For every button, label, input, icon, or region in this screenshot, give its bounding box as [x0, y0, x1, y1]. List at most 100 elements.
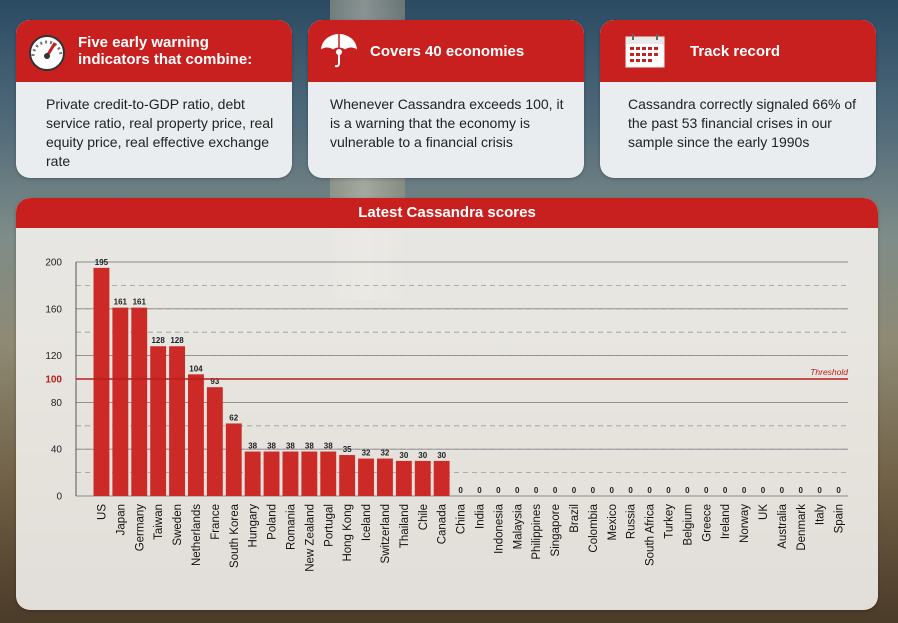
- y-tick-label: 80: [51, 398, 63, 409]
- card-body: Whenever Cassandra exceeds 100, it is a …: [330, 96, 564, 150]
- bar: [414, 460, 431, 496]
- bar-value-label: 0: [685, 486, 690, 495]
- bar-value-label: 0: [836, 486, 841, 495]
- category-label: India: [474, 503, 486, 529]
- category-label: Hungary: [248, 504, 260, 548]
- umbrella-icon: [308, 20, 370, 82]
- bar: [225, 423, 242, 496]
- bar-value-label: 38: [286, 442, 295, 451]
- bar-value-label: 0: [817, 486, 822, 495]
- calendar-icon: [600, 20, 690, 82]
- bar-value-label: 104: [189, 364, 203, 373]
- bar-value-label: 30: [399, 451, 408, 460]
- card-header: Covers 40 economies: [308, 20, 584, 82]
- bar-value-label: 0: [572, 486, 577, 495]
- bar-value-label: 0: [742, 486, 747, 495]
- category-label: Colombia: [588, 503, 600, 552]
- bar-value-label: 0: [761, 486, 766, 495]
- threshold-label: Threshold: [810, 367, 848, 377]
- bar-value-label: 128: [170, 336, 184, 345]
- y-tick-label: 200: [45, 258, 62, 269]
- category-label: Taiwan: [153, 504, 165, 540]
- card-title: Covers 40 economies: [370, 43, 524, 60]
- bar-value-label: 0: [628, 486, 633, 495]
- category-label: Russia: [626, 503, 638, 539]
- category-label: UK: [758, 504, 770, 520]
- bar-value-label: 0: [666, 486, 671, 495]
- category-label: Ireland: [720, 504, 732, 539]
- category-label: Norway: [739, 504, 751, 543]
- bar: [93, 267, 110, 496]
- card-header: Track record: [600, 20, 876, 82]
- card-body: Private credit-to-GDP ratio, debt servic…: [46, 96, 274, 169]
- bar-value-label: 32: [362, 449, 371, 458]
- card-title-line: Track record: [690, 42, 781, 60]
- chart-panel: Latest Cassandra scores 0 40 80 100 120 160 20…: [16, 198, 878, 610]
- bar-value-label: 0: [610, 486, 615, 495]
- card-body: Cassandra correctly signaled 66% of the …: [628, 96, 857, 150]
- category-label: Belgium: [682, 504, 694, 546]
- category-label: Poland: [267, 504, 279, 540]
- category-label: France: [210, 504, 222, 540]
- bar-value-label: 161: [133, 298, 147, 307]
- bar: [395, 460, 412, 496]
- y-tick-label: 160: [45, 304, 62, 315]
- category-label: South Africa: [645, 503, 657, 566]
- info-card-indicators: Five early warning indicators that combi…: [16, 20, 292, 178]
- bar: [188, 374, 204, 496]
- bar-chart: 0 40 80 100 120 160 200 195 US 161 Japan 161 Germany…: [45, 258, 848, 572]
- category-label: Philippines: [531, 504, 543, 560]
- bar-value-label: 0: [534, 486, 539, 495]
- bar: [244, 451, 261, 496]
- bar-value-label: 0: [553, 486, 558, 495]
- bar: [131, 307, 148, 496]
- bar: [301, 451, 318, 496]
- chart-title: Latest Cassandra scores: [16, 198, 878, 228]
- bar-value-label: 38: [305, 442, 314, 451]
- card-title: Five early warning indicators that combi…: [78, 34, 252, 68]
- bar-value-label: 161: [114, 298, 128, 307]
- speedometer-icon: [16, 20, 78, 82]
- bar-value-label: 0: [780, 486, 785, 495]
- category-label: Australia: [777, 503, 789, 548]
- bar-value-label: 38: [267, 442, 276, 451]
- bar-value-label: 0: [458, 486, 463, 495]
- bar-value-label: 0: [591, 486, 596, 495]
- bar-value-label: 0: [647, 486, 652, 495]
- bar-value-label: 32: [380, 449, 389, 458]
- category-label: Greece: [701, 504, 713, 542]
- bar-value-label: 30: [418, 451, 427, 460]
- card-header: Five early warning indicators that combi…: [16, 20, 292, 82]
- category-label: Romania: [285, 503, 297, 550]
- bar: [282, 451, 299, 496]
- card-title-line: Five early warning: [78, 34, 209, 51]
- bar: [320, 451, 337, 496]
- category-label: China: [456, 503, 468, 534]
- bar-value-label: 0: [496, 486, 501, 495]
- category-label: Switzerland: [380, 504, 392, 563]
- bar: [358, 458, 374, 496]
- bar-value-label: 38: [324, 442, 333, 451]
- category-label: Iceland: [361, 504, 373, 541]
- category-label: Spain: [834, 504, 846, 533]
- category-label: Canada: [437, 503, 449, 544]
- bar-value-label: 0: [704, 486, 709, 495]
- info-card-coverage: Covers 40 economies Whenever Cassandra e…: [308, 20, 584, 178]
- category-label: South Korea: [229, 503, 241, 568]
- bar-value-label: 93: [210, 377, 219, 386]
- bar-value-label: 195: [95, 258, 109, 267]
- bar-value-label: 0: [515, 486, 520, 495]
- bar: [112, 307, 129, 496]
- category-label: Japan: [115, 504, 127, 535]
- bar-value-label: 30: [437, 451, 446, 460]
- bar-value-label: 0: [477, 486, 482, 495]
- category-label: Portugal: [323, 504, 335, 547]
- category-label: New Zealand: [304, 504, 316, 572]
- bar-value-label: 0: [723, 486, 728, 495]
- category-label: US: [96, 504, 108, 520]
- bar: [150, 346, 167, 496]
- y-tick-label: 100: [45, 375, 62, 386]
- bar-value-label: 35: [343, 445, 352, 454]
- card-title-line: indicators that combine:: [78, 51, 253, 68]
- category-label: Mexico: [607, 504, 619, 540]
